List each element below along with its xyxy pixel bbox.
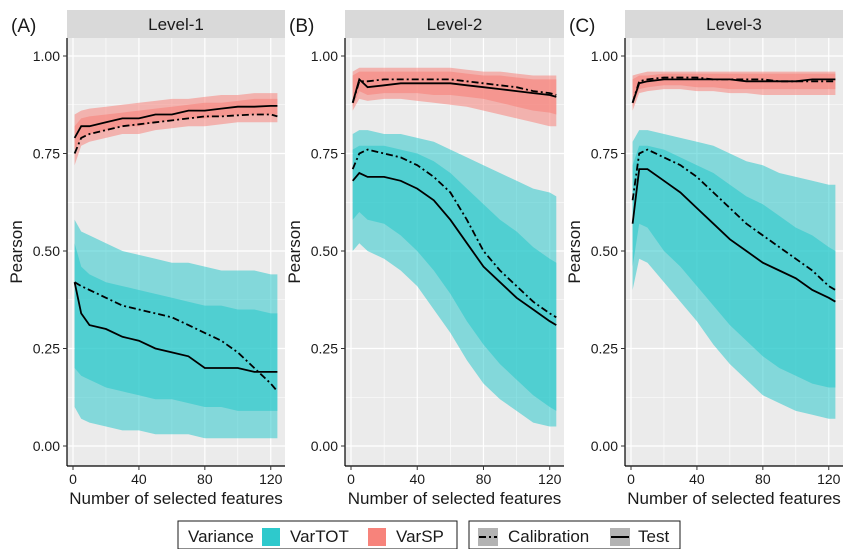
y-tick-label: 0.75 <box>33 146 60 162</box>
legend-swatch-vartot <box>262 528 280 546</box>
line-varsp-calibration <box>351 78 557 104</box>
y-axis-label: Pearson <box>285 220 304 283</box>
panel-2: Level-2 (B) 0.00 0.25 0.50 0.75 1.00 0 40 80 120 Nu… <box>285 10 564 508</box>
line-varsp-test <box>73 105 278 139</box>
legend-label-vartot: VarTOT <box>290 527 349 546</box>
panel-label: (C) <box>569 16 595 37</box>
legend-label-varsp: VarSP <box>396 527 444 546</box>
legend-key-calibration-bg <box>478 528 498 546</box>
x-tick-label: 80 <box>755 471 771 487</box>
x-tick-label: 40 <box>131 471 147 487</box>
band-vartot-inner <box>352 145 557 411</box>
y-tick-label: 0.50 <box>591 243 618 259</box>
x-tick-label: 40 <box>409 471 425 487</box>
band-vartot-inner <box>74 243 278 411</box>
y-tick-label: 1.00 <box>33 48 60 64</box>
panel-label: (A) <box>11 16 36 37</box>
y-tick-label: 0.25 <box>311 341 338 357</box>
y-tick-label: 0.25 <box>33 341 60 357</box>
band-vartot-inner <box>632 145 836 388</box>
line-vartot-calibration <box>351 148 557 319</box>
panel-label: (B) <box>289 16 314 37</box>
band-varsp-inner <box>74 98 278 150</box>
line-vartot-test <box>631 168 836 303</box>
x-tick-label: 120 <box>538 471 562 487</box>
panel-1: Level-1 (A) 0.00 0.25 0.50 0.75 1.00 0 40 80 120 Nu… <box>7 10 285 508</box>
line-varsp-test <box>351 77 557 104</box>
line-vartot-test <box>352 171 557 326</box>
facet-strip <box>625 10 843 38</box>
chart-panels: Level-1 (A) 0.00 0.25 0.50 0.75 1.00 0 40 80 120 Nu… <box>7 10 843 508</box>
y-tick-label: 1.00 <box>311 48 338 64</box>
y-axis-label: Pearson <box>7 220 26 283</box>
band-varsp-inner <box>352 71 557 115</box>
x-tick-label: 0 <box>627 471 635 487</box>
facet-strip <box>345 10 564 38</box>
legend-box-variance <box>177 520 458 550</box>
y-tick-label: 0.25 <box>591 341 618 357</box>
legend: Variance VarTOT VarSP Calibration Test <box>177 520 681 550</box>
legend-swatch-varsp <box>368 528 386 546</box>
x-tick-label: 120 <box>817 471 841 487</box>
x-tick-label: 80 <box>197 471 213 487</box>
legend-label-calibration: Calibration <box>508 527 589 546</box>
y-tick-label: 0.50 <box>33 243 60 259</box>
line-varsp-test <box>631 78 836 104</box>
x-tick-label: 0 <box>69 471 77 487</box>
x-tick-label: 120 <box>259 471 283 487</box>
y-tick-label: 0.75 <box>591 146 618 162</box>
legend-label-test: Test <box>638 527 669 546</box>
y-tick-label: 0.00 <box>311 438 338 454</box>
x-axis-label: Number of selected features <box>348 489 562 508</box>
line-varsp-calibration <box>73 113 278 154</box>
x-tick-label: 80 <box>476 471 492 487</box>
line-varsp-calibration <box>631 76 836 104</box>
x-tick-label: 40 <box>689 471 705 487</box>
facet-title: Level-1 <box>148 15 204 34</box>
line-vartot-test <box>73 282 278 373</box>
y-tick-label: 0.00 <box>591 438 618 454</box>
x-axis-label: Number of selected features <box>69 489 283 508</box>
y-tick-label: 0.75 <box>311 146 338 162</box>
y-tick-label: 0.50 <box>311 243 338 259</box>
x-axis-label: Number of selected features <box>627 489 841 508</box>
legend-title-variance: Variance <box>188 527 254 546</box>
facet-title: Level-3 <box>706 15 762 34</box>
y-axis-label: Pearson <box>565 220 584 283</box>
y-tick-label: 0.00 <box>33 438 60 454</box>
x-tick-label: 0 <box>347 471 355 487</box>
facet-strip <box>67 10 285 38</box>
facet-title: Level-2 <box>427 15 483 34</box>
line-vartot-calibration <box>631 148 836 291</box>
panel-3: Level-3 (C) 0.00 0.25 0.50 0.75 1.00 0 40 80 120 Nu… <box>565 10 843 508</box>
legend-box-lines <box>468 520 681 550</box>
y-tick-label: 1.00 <box>591 48 618 64</box>
